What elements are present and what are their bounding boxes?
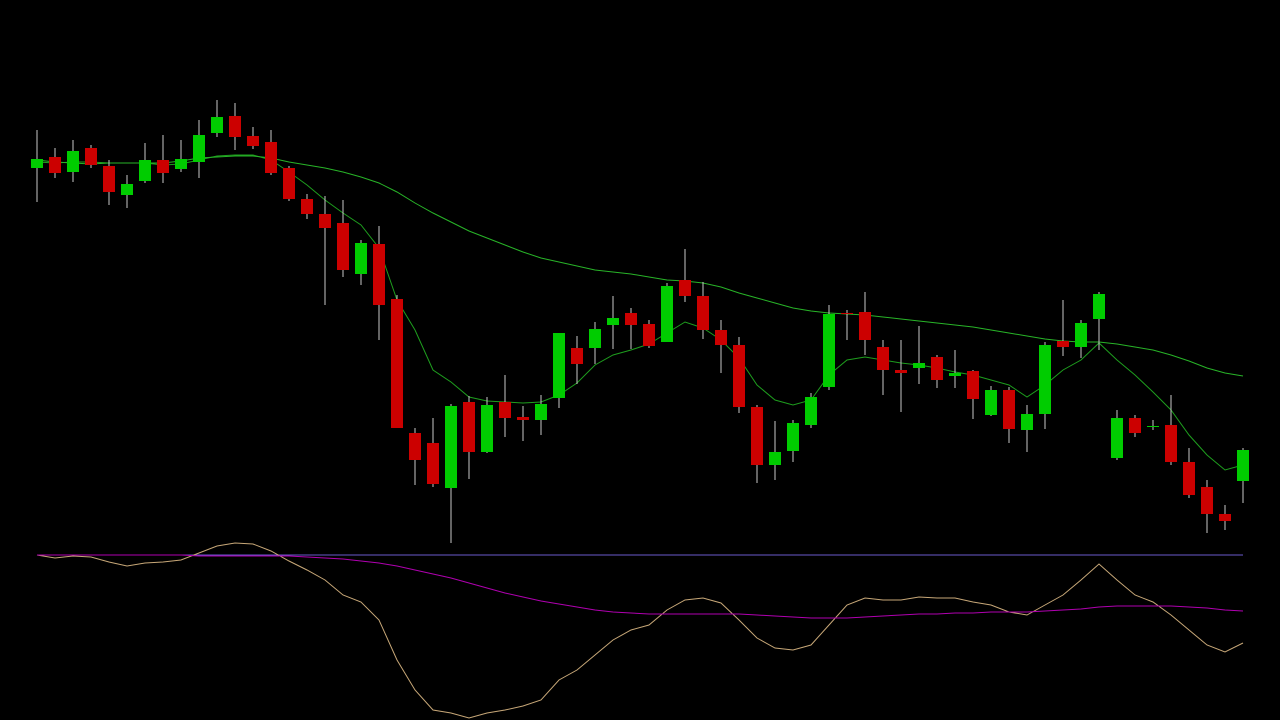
candle-body <box>589 329 601 348</box>
candle-body <box>913 363 925 368</box>
candle-body <box>805 397 817 425</box>
candle-body <box>517 417 529 420</box>
candle-body <box>1021 414 1033 430</box>
candle-body <box>877 347 889 370</box>
candle-body <box>283 168 295 199</box>
candle-body <box>733 345 745 407</box>
candle-body <box>841 313 853 314</box>
candle-body <box>1003 390 1015 429</box>
candle-body <box>1129 418 1141 433</box>
candle-body <box>1219 514 1231 521</box>
candle-body <box>1147 426 1159 427</box>
candle-body <box>373 244 385 305</box>
candle-body <box>67 151 79 172</box>
candle-body <box>1057 341 1069 347</box>
candle-body <box>553 333 565 398</box>
candle-body <box>643 324 655 346</box>
candle-body <box>139 160 151 181</box>
candle-body <box>967 371 979 399</box>
candle-body <box>31 159 43 168</box>
candle-body <box>607 318 619 325</box>
candle-body <box>931 357 943 380</box>
candle-body <box>1201 487 1213 514</box>
candle-body <box>1237 450 1249 481</box>
candle-body <box>193 135 205 162</box>
candle-body <box>355 243 367 274</box>
candle-body <box>103 166 115 192</box>
candle-body <box>265 142 277 173</box>
candle-body <box>427 443 439 484</box>
candle-body <box>499 402 511 418</box>
candle-body <box>985 390 997 415</box>
candle-body <box>1075 323 1087 347</box>
candle-body <box>535 404 547 420</box>
candle-body <box>895 370 907 373</box>
candle-body <box>823 314 835 387</box>
candle-body <box>337 223 349 270</box>
candle-body <box>175 159 187 169</box>
candle-body <box>1183 462 1195 495</box>
candle-body <box>571 348 583 364</box>
candle-body <box>319 214 331 228</box>
candle-body <box>481 405 493 452</box>
candle-body <box>301 199 313 214</box>
candle-body <box>949 373 961 376</box>
candle-body <box>247 136 259 146</box>
oscillator-line <box>36 542 1244 719</box>
candle-body <box>625 313 637 325</box>
candle-body <box>211 117 223 133</box>
candle-body <box>661 286 673 342</box>
oscillator-line <box>37 554 1244 619</box>
candle-body <box>859 312 871 340</box>
candle-body <box>229 116 241 137</box>
candle-body <box>445 406 457 488</box>
candle-body <box>769 452 781 465</box>
moving-average <box>36 155 1244 377</box>
candle-body <box>121 184 133 195</box>
candle-body <box>157 160 169 173</box>
candle-body <box>751 407 763 465</box>
candle-body <box>715 330 727 345</box>
candle-body <box>1111 418 1123 458</box>
candle-body <box>1039 345 1051 414</box>
candle-body <box>787 423 799 451</box>
candle-body <box>409 433 421 460</box>
candle-body <box>391 299 403 428</box>
candle-body <box>85 148 97 165</box>
candle-body <box>679 280 691 296</box>
candle-body <box>463 402 475 452</box>
candle-body <box>1093 294 1105 319</box>
candle-body <box>1165 425 1177 462</box>
candle-body <box>49 157 61 173</box>
candle-body <box>697 296 709 330</box>
